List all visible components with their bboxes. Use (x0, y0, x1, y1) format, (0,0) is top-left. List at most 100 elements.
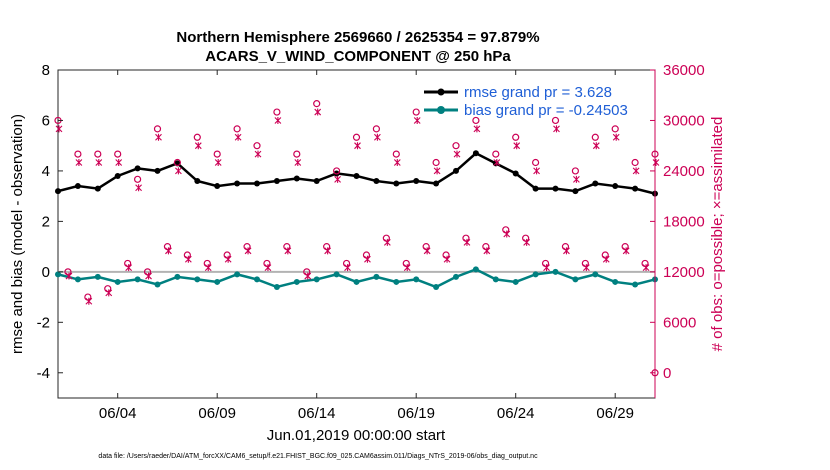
rmse-point (313, 178, 320, 185)
obs-assimilated-point (374, 133, 381, 141)
x-tick-label: 06/04 (99, 405, 137, 422)
bias-point (453, 273, 459, 280)
obs-assimilated-point (602, 255, 610, 263)
bias-point (94, 273, 101, 280)
y2-tick-label: 30000 (663, 112, 705, 129)
rmse-point (592, 180, 599, 187)
obs-assimilated-point (413, 116, 421, 124)
y-tick-label: 8 (42, 62, 50, 79)
bias-point (154, 281, 161, 288)
rmse-point (55, 188, 61, 195)
obs-assimilated-point (135, 184, 142, 192)
plot-area (57, 69, 656, 399)
obs-possible-point (352, 133, 361, 141)
obs-possible-point (134, 175, 142, 183)
obs-possible-point (492, 150, 500, 158)
bias-point (293, 278, 300, 285)
obs-assimilated-point (533, 167, 540, 175)
obs-assimilated-point (95, 159, 103, 167)
obs-assimilated-point (364, 255, 371, 263)
obs-assimilated-point (443, 255, 451, 263)
obs-assimilated-point (55, 125, 63, 133)
obs-possible-point (571, 167, 580, 175)
rmse-point (552, 185, 559, 192)
obs-assimilated-point (453, 150, 461, 158)
legend: rmse grand pr = 3.628 bias grand pr = -0… (424, 84, 628, 119)
bias-point (492, 276, 499, 283)
obs-possible-point (472, 116, 480, 125)
obs-assimilated-point (75, 159, 83, 167)
obs-assimilated-point (354, 142, 361, 150)
x-tick-label: 06/09 (198, 405, 236, 422)
obs-assimilated-point (652, 159, 660, 167)
y-axis-ticks: -4 -2 0 2 4 6 8 (37, 62, 63, 382)
obs-possible-point (512, 133, 520, 141)
obs-assimilated-point (563, 247, 570, 255)
rmse-point (453, 167, 459, 174)
bias-point (373, 273, 380, 280)
obs-assimilated-point (284, 247, 292, 255)
y2-tick-label: 18000 (663, 213, 705, 230)
footnote: data file: /Users/raeder/DAI/ATM_forcXX/… (98, 453, 538, 460)
legend-bias-marker (437, 106, 445, 114)
obs-assimilated-point (184, 255, 192, 263)
obs-assimilated-point (523, 238, 531, 246)
bias-point (612, 278, 619, 285)
obs-assimilated-point (592, 142, 600, 150)
bias-point (572, 276, 579, 283)
y-tick-label: -4 (37, 365, 50, 382)
rmse-point (134, 165, 141, 172)
obs-possible-point (114, 150, 122, 158)
obs-assimilated-point (105, 289, 113, 297)
y2-tick-label: 0 (663, 365, 671, 382)
obs-assimilated-point (642, 264, 650, 272)
obs-possible-point (551, 116, 560, 125)
bias-point (234, 271, 241, 278)
bias-point (333, 271, 340, 278)
x-tick-label: 06/14 (298, 405, 336, 422)
bias-point (74, 276, 81, 283)
obs-possible-point (372, 125, 380, 133)
y2-tick-label: 6000 (663, 314, 696, 331)
x-tick-label: 06/29 (596, 405, 634, 422)
y-tick-label: 4 (42, 163, 50, 180)
rmse-point (532, 185, 539, 192)
bias-point (114, 278, 121, 285)
bias-series (55, 266, 658, 290)
rmse-point (254, 180, 260, 187)
obs-assimilated-point (115, 159, 123, 167)
chart-title-line2: ACARS_V_WIND_COMPONENT @ 250 hPa (205, 48, 511, 65)
rmse-point (393, 180, 400, 187)
rmse-point (413, 178, 420, 185)
rmse-point (234, 180, 241, 187)
legend-rmse-label: rmse grand pr = 3.628 (464, 84, 612, 101)
bias-point (55, 271, 61, 278)
obs-possible-point (392, 150, 400, 158)
obs-assimilated-point (145, 272, 152, 280)
obs-possible-point (233, 125, 241, 133)
rmse-point (373, 178, 380, 185)
bias-point (353, 278, 360, 285)
obs-assimilated-point (294, 159, 302, 167)
bias-point (472, 266, 479, 273)
obs-assimilated-point (403, 264, 411, 272)
x-axis-label: Jun.01,2019 00:00:00 start (267, 427, 446, 444)
obs-assimilated-point (463, 238, 471, 246)
obs-possible-point (333, 167, 341, 175)
rmse-series (55, 150, 658, 197)
obs-assimilated-point (493, 159, 501, 167)
obs-possible-point (253, 142, 261, 150)
obs-assimilated-point (503, 230, 511, 238)
obs-possible-point (273, 108, 281, 116)
obs-assimilated-point (543, 264, 550, 272)
obs-possible-point (631, 158, 639, 167)
bias-point (512, 278, 519, 285)
rmse-point (632, 185, 639, 192)
rmse-point (273, 178, 280, 185)
rmse-point (433, 180, 440, 187)
x-tick-label: 06/19 (397, 405, 435, 422)
obs-assimilated-point (383, 238, 391, 246)
y2-axis-label: # of obs: o=possible; ×=assimilated (709, 117, 726, 352)
bias-point (592, 271, 599, 278)
